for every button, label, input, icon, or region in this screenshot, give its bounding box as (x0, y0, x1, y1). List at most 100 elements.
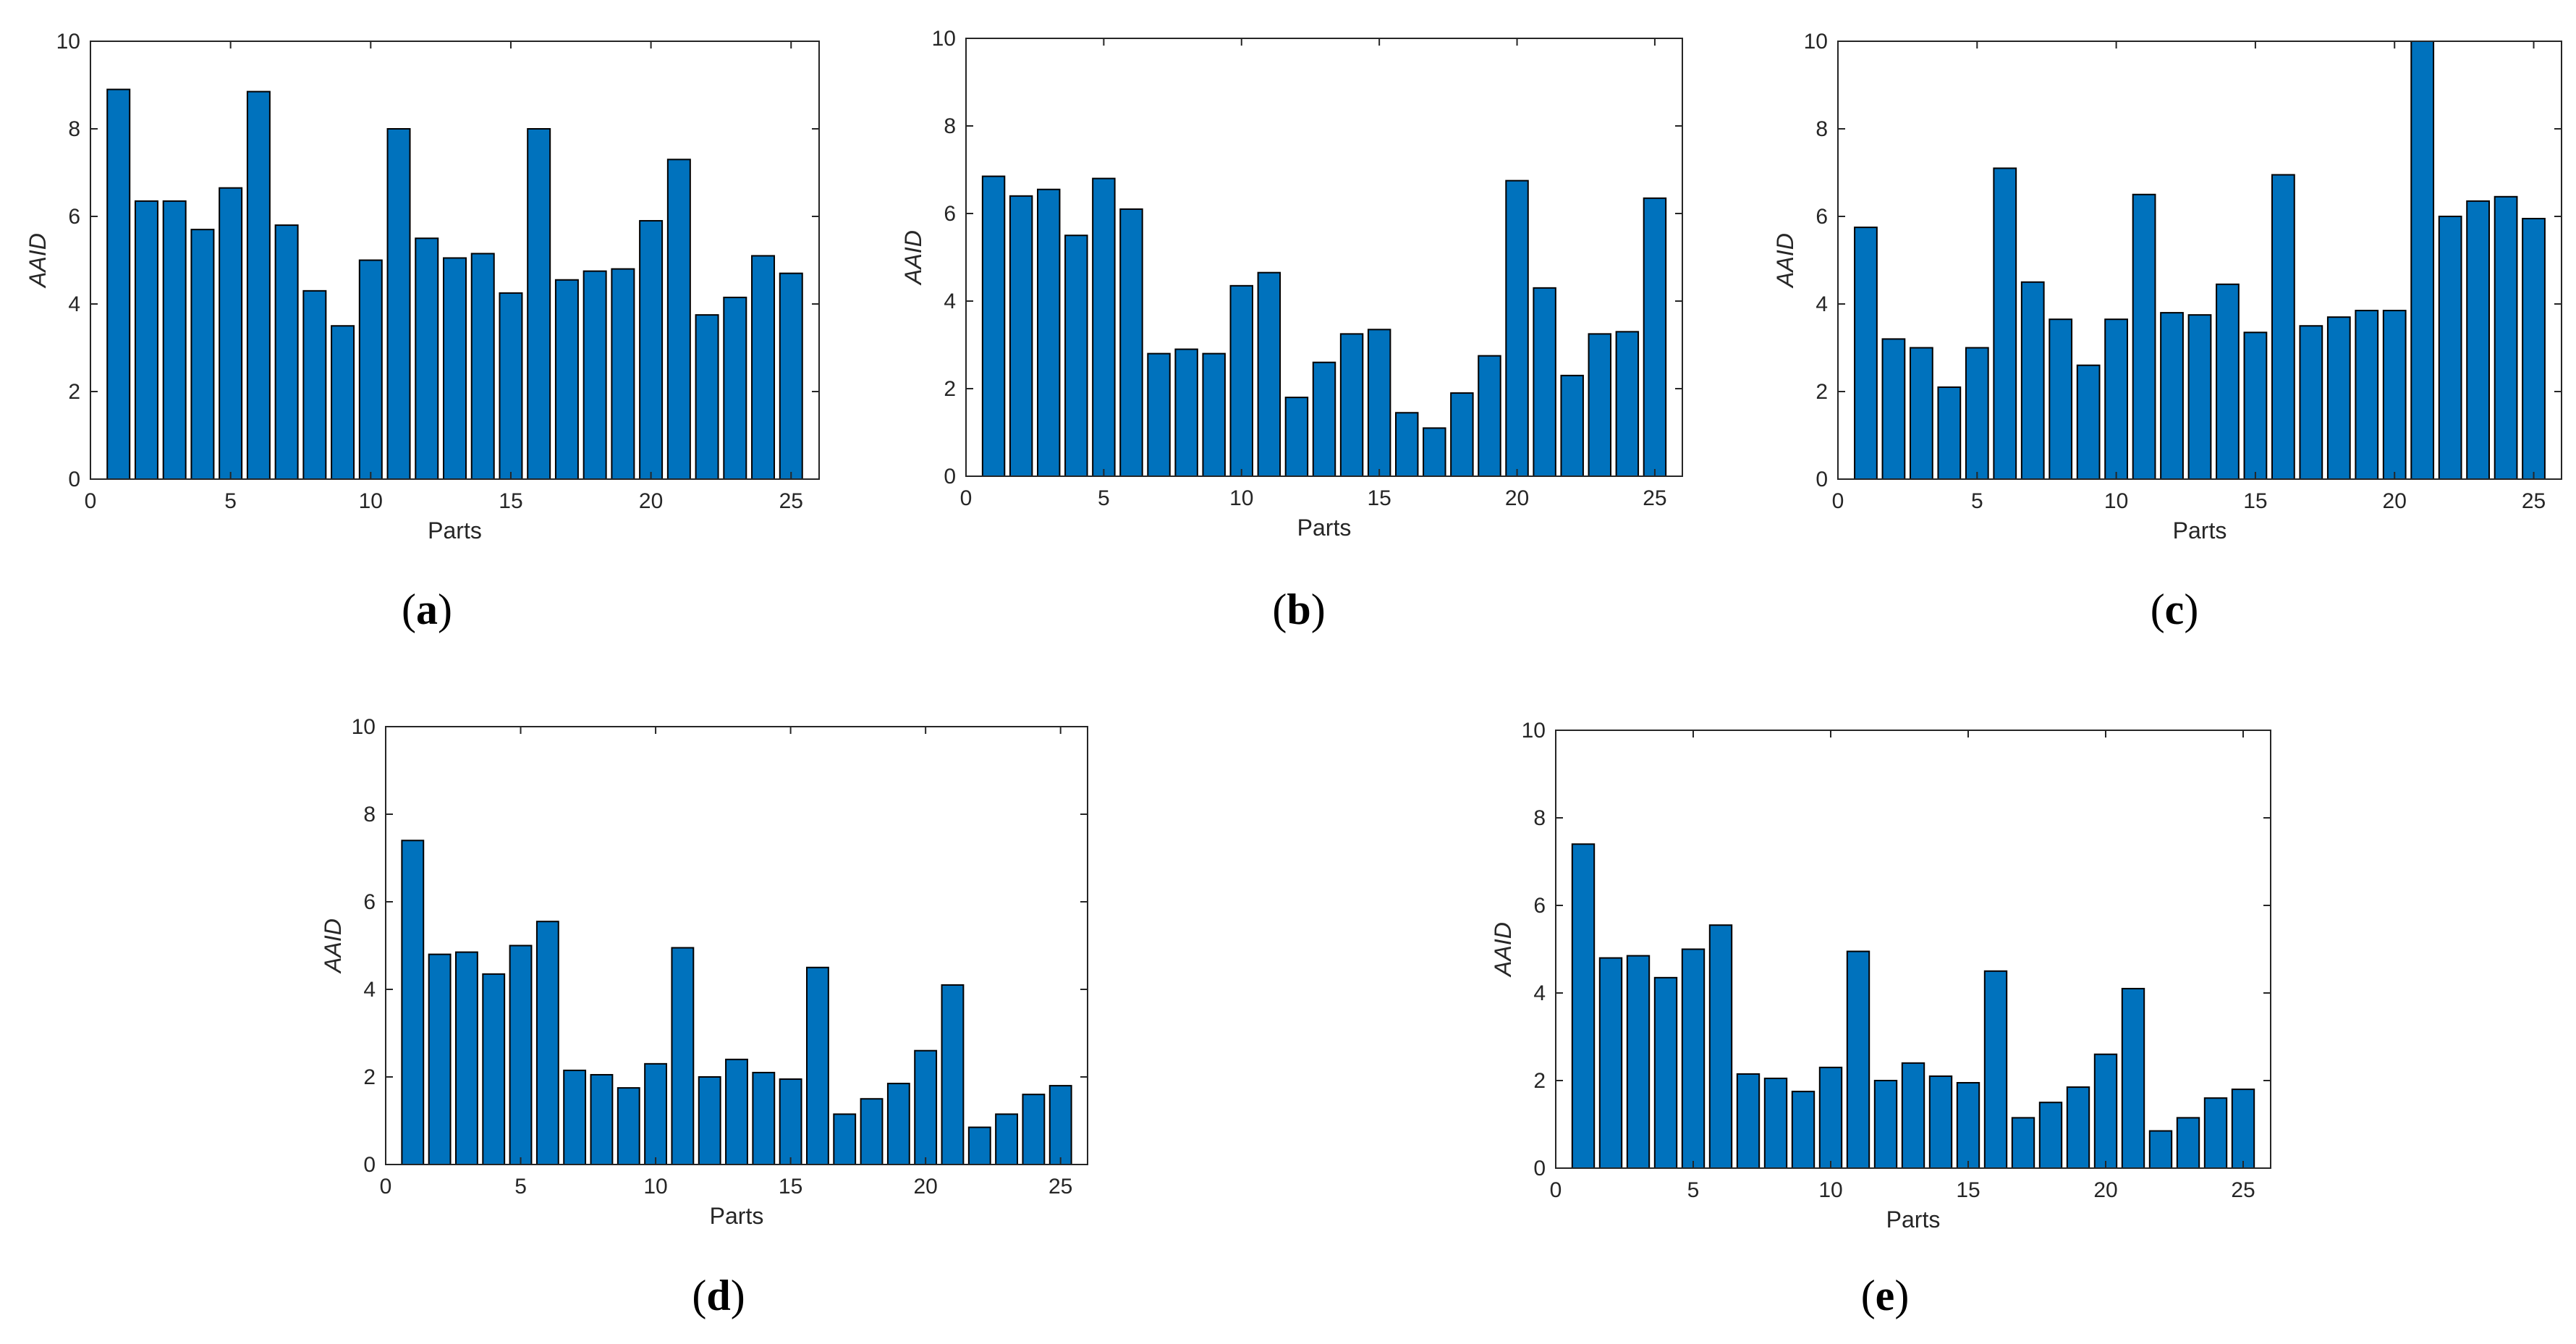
xtick-label: 5 (1687, 1178, 1700, 1202)
ytick-label: 4 (944, 289, 956, 313)
bar-b-4 (1064, 234, 1088, 477)
bar-d-11 (671, 947, 695, 1166)
bar-b-24 (1615, 331, 1640, 477)
bar-e-23 (2176, 1117, 2200, 1170)
bar-e-9 (1791, 1091, 1816, 1169)
xtick-label: 15 (1956, 1178, 1980, 1202)
bar-e-1 (1571, 843, 1596, 1170)
xtick-label: 15 (2243, 489, 2267, 513)
bar-c-25 (2522, 218, 2546, 480)
bar-a-25 (779, 272, 803, 480)
xtick-label: 25 (779, 489, 803, 513)
caption-open-paren: ( (1272, 586, 1287, 633)
bar-b-13 (1312, 361, 1336, 478)
xtick-label: 5 (514, 1175, 527, 1199)
bar-b-1 (981, 175, 1006, 477)
bars-b (981, 175, 1667, 478)
bar-b-9 (1202, 352, 1226, 477)
xlabel-e: Parts (1886, 1206, 1941, 1233)
bar-c-16 (2271, 174, 2295, 480)
bar-a-2 (134, 200, 158, 480)
bar-d-8 (590, 1073, 614, 1165)
xtick-label: 10 (2104, 489, 2128, 513)
bar-c-14 (2216, 283, 2240, 480)
bar-d-13 (725, 1058, 748, 1166)
caption-close-paren: ) (1311, 586, 1326, 633)
caption-b: (b) (1272, 586, 1325, 633)
ylabel-d: AAID (320, 918, 346, 974)
bar-b-21 (1533, 287, 1556, 477)
xtick-label: 5 (1098, 486, 1110, 510)
ytick-label: 8 (363, 803, 376, 827)
bar-e-2 (1598, 957, 1623, 1169)
bar-e-13 (1901, 1062, 1925, 1170)
bar-c-23 (2466, 200, 2490, 480)
bar-b-22 (1560, 374, 1584, 477)
xtick-label: 0 (1550, 1178, 1562, 1202)
bar-a-16 (527, 128, 551, 480)
bar-c-21 (2410, 41, 2435, 480)
bar-a-8 (302, 289, 327, 480)
xtick-label: 10 (643, 1175, 667, 1199)
bar-d-2 (428, 953, 452, 1165)
ytick-label: 6 (1816, 205, 1828, 229)
xlabel-a: Parts (428, 517, 482, 544)
bar-a-6 (246, 90, 271, 480)
ytick-label: 8 (944, 114, 956, 138)
axes-box-e (1555, 730, 2271, 1169)
bar-b-2 (1009, 195, 1033, 477)
ytick-label: 6 (944, 202, 956, 226)
bar-b-19 (1478, 355, 1501, 477)
bar-e-15 (1956, 1082, 1980, 1170)
xtick-label: 25 (2522, 489, 2546, 513)
bar-d-25 (1048, 1085, 1072, 1165)
ytick-label: 0 (363, 1153, 376, 1177)
bar-e-8 (1763, 1077, 1788, 1169)
bar-e-16 (1983, 970, 2008, 1169)
xtick-label: 15 (1367, 486, 1391, 510)
ytick-label: 10 (1522, 719, 1546, 743)
bar-b-3 (1037, 188, 1061, 477)
bar-b-6 (1119, 208, 1143, 477)
bar-a-15 (499, 292, 523, 480)
ytick-label: 6 (1533, 894, 1546, 918)
axes-box-c (1837, 41, 2562, 480)
ytick-label: 2 (68, 380, 80, 404)
xtick-label: 5 (1971, 489, 1983, 513)
caption-letter: a (416, 586, 438, 633)
ytick-label: 2 (1816, 380, 1828, 404)
bar-e-21 (2121, 987, 2145, 1169)
bar-a-20 (639, 220, 664, 480)
ytick-label: 0 (944, 465, 956, 489)
bar-d-24 (1022, 1094, 1046, 1165)
xtick-label: 25 (2231, 1178, 2255, 1202)
bars-e (1571, 843, 2255, 1170)
bar-e-11 (1846, 950, 1870, 1170)
caption-letter: c (2165, 586, 2185, 633)
bar-b-7 (1147, 352, 1171, 477)
bar-e-12 (1873, 1080, 1898, 1169)
bar-d-15 (779, 1078, 802, 1166)
bar-a-18 (582, 270, 607, 480)
bar-e-4 (1653, 976, 1678, 1169)
ytick-label: 10 (56, 30, 80, 54)
bar-d-12 (698, 1076, 721, 1165)
bar-b-16 (1395, 412, 1419, 478)
ytick-label: 0 (1816, 468, 1828, 491)
xtick-label: 0 (1832, 489, 1844, 513)
chart-b: 0 5 10 15 20 25 0 2 4 6 8 10 Parts AAID (b) (900, 27, 1683, 633)
xtick-label: 20 (2383, 489, 2407, 513)
caption-close-paren: ) (1894, 1272, 1909, 1319)
bar-c-3 (1910, 347, 1933, 480)
caption-close-paren: ) (731, 1272, 745, 1319)
bar-b-8 (1174, 348, 1198, 477)
caption-e: (e) (1861, 1272, 1910, 1319)
bar-b-15 (1367, 329, 1391, 478)
caption-close-paren: ) (2184, 586, 2198, 633)
bar-d-16 (806, 966, 829, 1165)
bar-a-13 (443, 257, 467, 480)
ytick-label: 8 (68, 117, 80, 141)
xtick-label: 20 (639, 489, 663, 513)
bar-b-18 (1450, 392, 1474, 477)
bar-a-17 (554, 279, 579, 480)
